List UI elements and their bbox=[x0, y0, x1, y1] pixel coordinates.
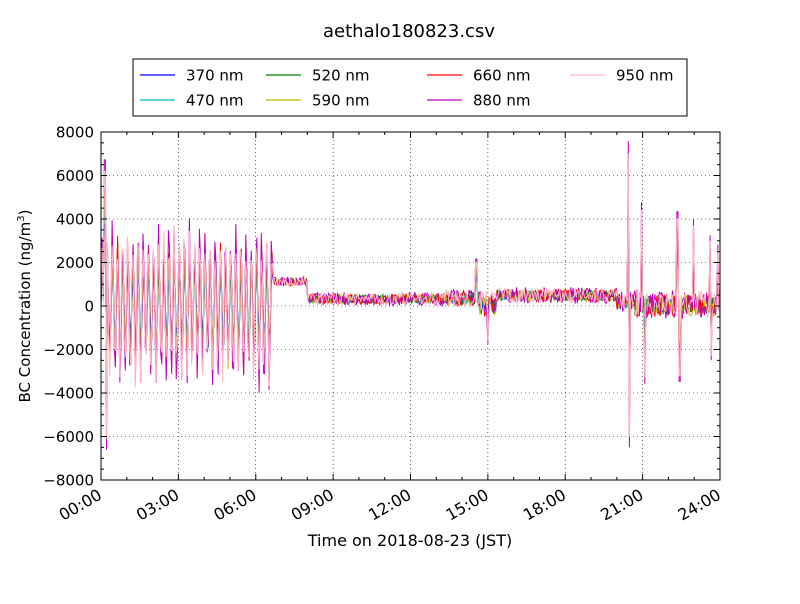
legend-label: 950 nm bbox=[616, 67, 674, 85]
y-axis-label: BC Concentration (ng/m3) bbox=[16, 210, 34, 403]
y-tick-label: 4000 bbox=[56, 211, 94, 229]
series-line-950-nm bbox=[100, 153, 721, 439]
series-lines bbox=[100, 141, 721, 450]
legend-label: 370 nm bbox=[186, 67, 244, 85]
y-tick-label: 6000 bbox=[56, 167, 94, 185]
y-axis-label-main: BC Concentration (ng/m bbox=[16, 222, 34, 403]
y-tick-labels: −8000 −6000 −4000 −2000 0 2000 4000 6000 8000 bbox=[43, 124, 94, 490]
y-axis-label-close: ) bbox=[16, 210, 34, 216]
legend-label: 660 nm bbox=[473, 67, 531, 85]
x-axis-label: Time on 2018-08-23 (JST) bbox=[307, 531, 512, 550]
y-tick-label: −6000 bbox=[43, 428, 94, 446]
chart-title: aethalo180823.csv bbox=[323, 21, 495, 42]
legend-frame bbox=[132, 58, 688, 117]
y-tick-label: 0 bbox=[84, 298, 94, 316]
y-tick-label: 8000 bbox=[56, 124, 94, 142]
legend-label: 590 nm bbox=[312, 92, 370, 110]
y-tick-label: −2000 bbox=[43, 341, 94, 359]
legend-label: 880 nm bbox=[473, 92, 531, 110]
y-tick-label: −8000 bbox=[43, 472, 94, 490]
y-axis-label-superscript: 3 bbox=[16, 215, 27, 221]
legend-label: 520 nm bbox=[312, 67, 370, 85]
y-tick-label: 2000 bbox=[56, 254, 94, 272]
legend-label: 470 nm bbox=[186, 92, 244, 110]
plot-area bbox=[100, 131, 721, 481]
y-tick-label: −4000 bbox=[43, 385, 94, 403]
plot-frame bbox=[100, 131, 721, 481]
legend: 370 nm 470 nm 520 nm 590 nm 660 nm 880 nm 950 … bbox=[132, 58, 688, 117]
